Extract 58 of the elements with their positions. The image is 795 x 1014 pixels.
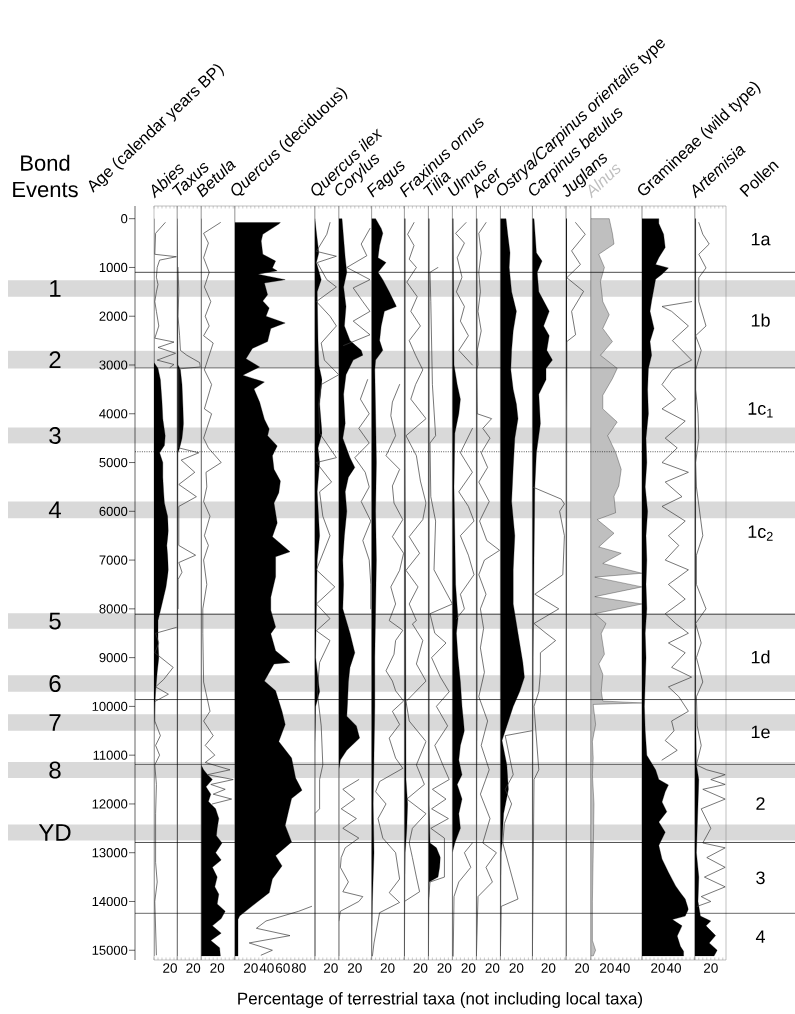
x-tick-label: 20 [599,963,614,973]
x-tick-label: 20 [461,963,476,973]
y-tick-label: 9000 [99,653,128,663]
text: 2 [756,797,765,810]
band-label: 7 [49,714,61,731]
x-tick-label: 20 [243,963,258,973]
x-tick-label: 20 [485,963,500,973]
band-label: 5 [49,612,61,630]
x-tick-label: 40 [259,963,274,973]
band-label: 2 [49,351,61,369]
x-tick-label: 20 [210,963,225,973]
text: 3 [756,871,765,885]
x-tick-label: 20 [186,963,201,973]
x-tick-label: 20 [380,963,395,973]
x-tick-label: 20 [541,963,556,973]
y-tick-label: 3000 [99,360,128,370]
band-label: 4 [48,501,61,519]
text: 1d [751,650,770,664]
band-label: 3 [49,426,61,444]
y-tick-label: 2000 [99,311,128,321]
band-label: 1 [50,280,61,297]
y-tick-label: 8000 [99,604,128,614]
x-tick-label: 20 [347,963,362,973]
y-tick-label: 13000 [92,848,128,858]
text: 1b [751,313,770,327]
band-label: YD [38,824,71,841]
x-tick-label: 20 [509,963,524,973]
text: 1c$_{1}$ [748,402,773,418]
text: 1e [751,725,770,739]
y-tick-label: 5000 [99,457,128,468]
y-tick-label: 7000 [99,555,128,565]
x-tick-label: 60 [275,963,290,973]
x-tick-label: 20 [575,963,589,973]
x-tick-label: 20 [413,963,428,973]
y-tick-label: 11000 [93,750,128,760]
y-tick-label: 12000 [92,799,128,809]
y-tick-label: 0 [121,214,128,224]
text: Bond Events [13,154,78,198]
band-label: 8 [49,761,61,779]
x-tick-label: 40 [666,963,681,973]
x-axis-title: Percentage of terrestrial taxa (not including local taxa) [238,992,643,1008]
x-tick-label: 20 [437,963,452,973]
y-tick-label: 14000 [92,896,128,907]
text: 1c$_{2}$ [748,525,773,541]
x-tick-label: 20 [651,963,665,973]
y-tick-label: 6000 [99,506,128,516]
text: 1a [751,232,771,246]
x-tick-label: 20 [163,963,177,973]
y-tick-label: 1000 [99,262,128,273]
y-tick-label: 4000 [99,409,128,419]
x-tick-label: 20 [323,963,338,973]
x-tick-label: 40 [615,963,630,973]
band-label: 6 [49,674,61,692]
x-tick-label: 20 [703,963,718,973]
text: 4 [755,930,765,943]
y-tick-label: 10000 [92,701,128,711]
x-tick-label: 80 [291,963,306,973]
y-tick-label: 15000 [92,945,128,955]
